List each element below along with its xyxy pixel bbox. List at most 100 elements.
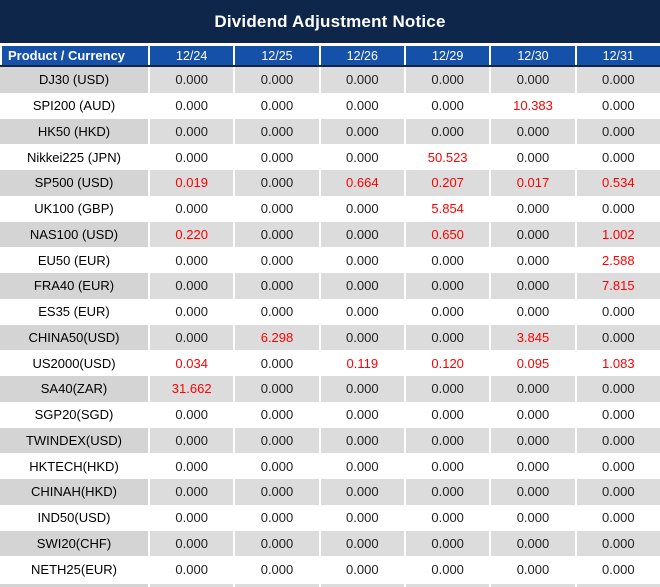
dividend-cell: 0.000 [148, 92, 234, 119]
dividend-cell: 0.000 [233, 118, 319, 145]
header-date-3: 12/26 [318, 46, 404, 65]
product-cell: SPI200 (AUD) [0, 92, 148, 119]
dividend-cell: 0.000 [148, 144, 234, 170]
dividend-cell: 0.000 [233, 479, 319, 505]
table-row: EU50 (EUR) 0.000 0.000 0.000 0.000 0.000 2.58… [0, 247, 660, 273]
product-cell: CHINAH(HKD) [0, 479, 148, 505]
dividend-cell: 0.000 [233, 556, 319, 582]
dividend-cell: 0.000 [148, 195, 234, 222]
dividend-cell: 0.664 [318, 170, 404, 196]
header-date-2: 12/25 [233, 46, 318, 65]
dividend-cell: 0.000 [318, 67, 404, 93]
dividend-cell: 0.000 [233, 247, 319, 273]
dividend-cell: 0.000 [148, 273, 234, 299]
product-cell: HK50 (HKD) [0, 118, 148, 145]
header-product-currency: Product / Currency [0, 46, 148, 65]
dividend-cell: 0.000 [403, 247, 490, 273]
dividend-cell: 0.000 [489, 504, 575, 531]
dividend-cell: 0.000 [233, 427, 319, 454]
product-cell: UK100 (GBP) [0, 195, 148, 222]
table-row: ES35 (EUR) 0.000 0.000 0.000 0.000 0.000 0.00… [0, 298, 660, 325]
table-row: TWINDEX(USD) 0.000 0.000 0.000 0.000 0.000 0.… [0, 427, 660, 454]
dividend-cell: 0.095 [489, 350, 575, 376]
dividend-cell: 3.845 [489, 324, 575, 351]
dividend-cell: 0.000 [489, 298, 575, 325]
dividend-cell: 0.000 [403, 479, 490, 505]
dividend-cell: 0.000 [403, 92, 490, 119]
product-cell: Nikkei225 (JPN) [0, 144, 148, 170]
dividend-cell: 0.000 [318, 376, 404, 402]
dividend-cell: 0.000 [233, 504, 319, 531]
product-cell: TWINDEX(USD) [0, 427, 148, 454]
dividend-cell: 1.083 [574, 350, 660, 376]
table-row: SPI200 (AUD) 0.000 0.000 0.000 0.000 10.383 0… [0, 92, 660, 119]
table-row: DJ30 (USD) 0.000 0.000 0.000 0.000 0.000 0.00… [0, 67, 660, 93]
dividend-cell: 0.000 [148, 453, 234, 479]
dividend-cell: 0.000 [233, 67, 319, 93]
dividend-cell: 0.000 [233, 453, 319, 479]
dividend-cell: 0.000 [574, 67, 660, 93]
dividend-cell: 0.000 [233, 298, 319, 325]
dividend-cell: 0.000 [574, 195, 660, 222]
dividend-cell: 0.119 [318, 350, 404, 376]
dividend-cell: 0.000 [574, 401, 660, 428]
dividend-cell: 0.000 [318, 504, 404, 531]
title-bar: Dividend Adjustment Notice [0, 0, 660, 43]
dividend-cell: 0.000 [574, 479, 660, 505]
dividend-cell: 5.854 [403, 195, 490, 222]
product-cell: EU50 (EUR) [0, 247, 148, 273]
dividend-cell: 0.000 [403, 298, 490, 325]
table-row: HK50 (HKD) 0.000 0.000 0.000 0.000 0.000 0.00… [0, 118, 660, 145]
dividend-cell: 0.000 [318, 530, 404, 557]
dividend-cell: 0.000 [489, 67, 575, 93]
table-row: US2000(USD) 0.034 0.000 0.119 0.120 0.095 1.0… [0, 350, 660, 376]
dividend-cell: 0.000 [148, 556, 234, 582]
dividend-cell: 0.000 [574, 324, 660, 351]
dividend-cell: 0.000 [489, 247, 575, 273]
header-date-4: 12/29 [403, 46, 489, 65]
dividend-cell: 0.000 [403, 504, 490, 531]
dividend-cell: 0.000 [574, 376, 660, 402]
dividend-cell: 0.120 [403, 350, 490, 376]
dividend-cell: 0.000 [489, 427, 575, 454]
dividend-cell: 0.000 [233, 376, 319, 402]
dividend-cell: 2.588 [574, 247, 660, 273]
dividend-cell: 0.000 [318, 247, 404, 273]
dividend-cell: 0.000 [489, 273, 575, 299]
dividend-cell: 0.000 [574, 556, 660, 582]
dividend-cell: 6.298 [233, 324, 319, 351]
dividend-cell: 0.000 [403, 118, 490, 145]
dividend-cell: 0.000 [148, 401, 234, 428]
dividend-cell: 0.000 [489, 479, 575, 505]
table-row: CHINA50(USD) 0.000 6.298 0.000 0.000 3.845 0.… [0, 324, 660, 351]
header-date-5: 12/30 [489, 46, 574, 65]
dividend-cell: 0.000 [574, 298, 660, 325]
product-cell: ES35 (EUR) [0, 298, 148, 325]
dividend-cell: 1.002 [574, 221, 660, 248]
table-row: SWI20(CHF) 0.000 0.000 0.000 0.000 0.000 0.00… [0, 530, 660, 557]
product-cell: US2000(USD) [0, 350, 148, 376]
dividend-cell: 10.383 [489, 92, 575, 119]
product-cell: DJ30 (USD) [0, 67, 148, 93]
dividend-cell: 0.000 [403, 453, 490, 479]
table-row: SA40(ZAR) 31.662 0.000 0.000 0.000 0.000 0.00… [0, 376, 660, 402]
dividend-cell: 0.034 [148, 350, 234, 376]
dividend-cell: 0.000 [318, 144, 404, 170]
dividend-cell: 0.000 [318, 427, 404, 454]
dividend-cell: 0.000 [233, 530, 319, 557]
page-title: Dividend Adjustment Notice [214, 11, 446, 31]
dividend-cell: 0.000 [403, 376, 490, 402]
dividend-cell: 0.220 [148, 221, 234, 248]
product-cell: CHINA50(USD) [0, 324, 148, 351]
dividend-cell: 0.017 [489, 170, 575, 196]
dividend-cell: 0.000 [403, 427, 490, 454]
dividend-cell: 0.000 [403, 530, 490, 557]
table-row: Nikkei225 (JPN) 0.000 0.000 0.000 50.523 0.0… [0, 144, 660, 170]
dividend-cell: 0.000 [318, 556, 404, 582]
dividend-cell: 0.000 [233, 92, 319, 119]
dividend-cell: 0.000 [574, 453, 660, 479]
product-cell: NETH25(EUR) [0, 556, 148, 582]
dividend-cell: 0.000 [574, 118, 660, 145]
product-cell: HKTECH(HKD) [0, 453, 148, 479]
dividend-cell: 0.534 [574, 170, 660, 196]
